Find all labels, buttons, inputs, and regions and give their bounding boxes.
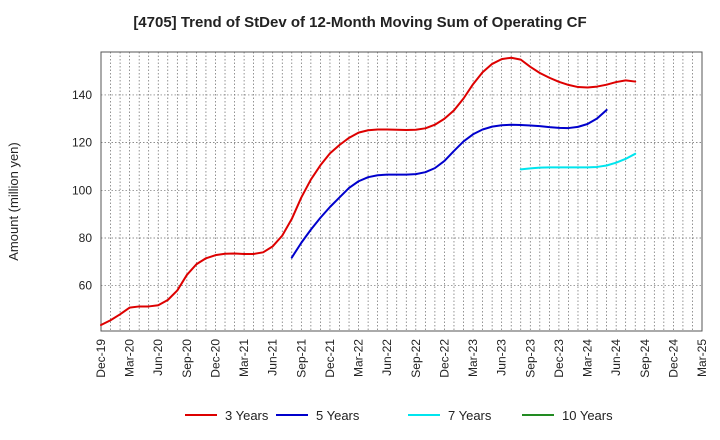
x-tick-label: Mar-23 xyxy=(466,339,480,377)
x-tick-label: Sep-20 xyxy=(180,339,194,378)
x-tick-label: Sep-23 xyxy=(523,339,537,378)
x-tick-label: Mar-22 xyxy=(352,339,366,377)
legend-label-7-years: 7 Years xyxy=(448,408,492,423)
x-tick-label: Dec-21 xyxy=(323,339,337,378)
y-tick-label: 60 xyxy=(79,279,93,293)
x-tick-label: Mar-24 xyxy=(581,339,595,377)
y-tick-label: 80 xyxy=(79,231,93,245)
legend-label-5-years: 5 Years xyxy=(316,408,360,423)
y-tick-label: 100 xyxy=(72,183,92,197)
x-tick-label: Jun-22 xyxy=(380,339,394,376)
y-tick-label: 140 xyxy=(72,88,92,102)
x-tick-label: Dec-20 xyxy=(208,339,222,378)
plot-frame xyxy=(100,51,703,332)
x-tick-label: Dec-19 xyxy=(94,339,108,378)
x-tick-label: Jun-21 xyxy=(266,339,280,376)
y-tick-label: 120 xyxy=(72,136,92,150)
grid-layer xyxy=(101,52,702,331)
chart-title: [4705] Trend of StDev of 12-Month Moving… xyxy=(133,14,587,31)
legend-label-10-years: 10 Years xyxy=(562,408,613,423)
x-tick-label: Dec-23 xyxy=(552,339,566,378)
legend-label-3-years: 3 Years xyxy=(225,408,269,423)
x-tick-label: Dec-24 xyxy=(666,339,680,378)
x-tick-label: Jun-23 xyxy=(495,339,509,376)
series-layer xyxy=(100,56,637,327)
series-line-3-years xyxy=(100,56,637,327)
x-tick-label: Mar-21 xyxy=(237,339,251,377)
x-tick-label: Dec-22 xyxy=(437,339,451,378)
x-tick-label: Sep-24 xyxy=(638,339,652,378)
x-axis-ticks: Dec-19 Mar-20 Jun-20 Sep-20 Dec-20 Mar-21 Jun-… xyxy=(94,339,709,378)
x-tick-label: Mar-25 xyxy=(695,339,709,377)
series-line-7-years xyxy=(519,152,637,171)
x-tick-label: Jun-20 xyxy=(151,339,165,376)
legend: 3 Years 5 Years 7 Years 10 Years xyxy=(185,408,613,423)
series-line-5-years xyxy=(290,108,608,259)
x-tick-label: Mar-20 xyxy=(123,339,137,377)
x-tick-label: Jun-24 xyxy=(609,339,623,376)
x-tick-label: Sep-21 xyxy=(294,339,308,378)
y-axis-title: Amount (million yen) xyxy=(6,142,21,261)
x-tick-label: Sep-22 xyxy=(409,339,423,378)
y-axis-ticks: 60 80 100 120 140 xyxy=(72,88,92,293)
